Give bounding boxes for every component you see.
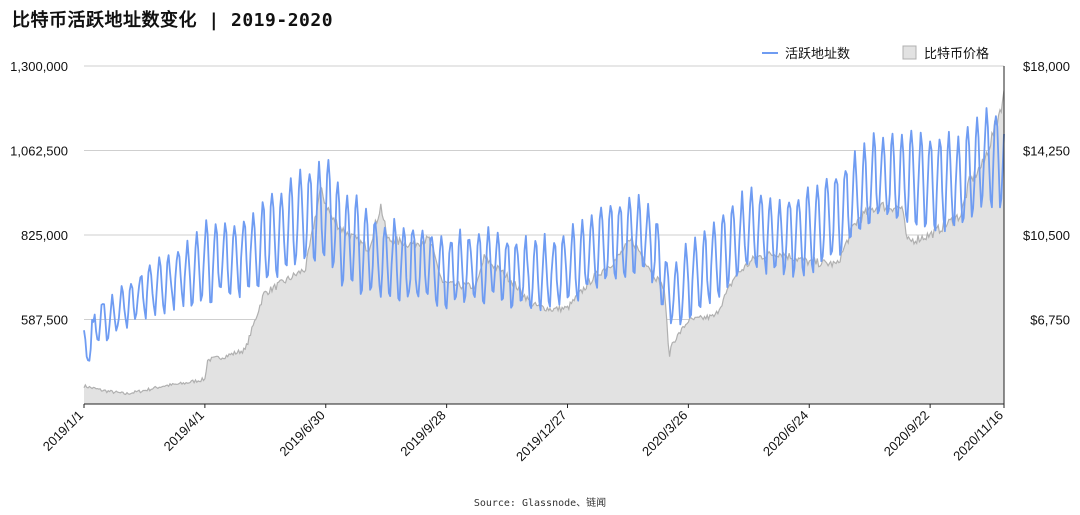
x-tick-label: 2019/4/1	[161, 408, 207, 454]
active-addresses-line	[83, 107, 1005, 362]
y-left-tick-label: 1,062,500	[10, 144, 68, 159]
y-right-tick-label: $6,750	[1030, 313, 1070, 328]
x-tick-label: 2020/3/26	[639, 408, 691, 460]
x-tick-label: 2019/12/27	[513, 408, 570, 465]
legend-price-swatch	[902, 45, 917, 60]
y-right-tick-label: $10,500	[1023, 228, 1070, 243]
x-tick-label: 2020/11/16	[950, 408, 1006, 464]
y-left-tick-label: 825,000	[21, 228, 68, 243]
x-tick-label: 2019/9/28	[397, 408, 449, 460]
y-left-tick-label: 587,500	[21, 313, 68, 328]
legend-active-label: 活跃地址数	[785, 46, 850, 61]
x-tick-label: 2019/6/30	[276, 408, 328, 460]
chart-title: 比特币活跃地址数变化 | 2019-2020	[12, 10, 334, 31]
y-left-tick-label: 1,300,000	[10, 59, 68, 74]
legend: 活跃地址数 比特币价格	[762, 45, 989, 61]
source-note: Source: Glassnode、链闻	[473, 498, 607, 509]
y-right-tick-label: $14,250	[1023, 144, 1070, 159]
x-tick-label: 2019/1/1	[40, 408, 86, 454]
active-addresses-path	[83, 107, 1005, 362]
price-area-fill	[84, 90, 1004, 404]
x-tick-label: 2020/9/22	[881, 408, 933, 460]
x-tick-label: 2020/6/24	[760, 408, 812, 460]
legend-price-label: 比特币价格	[924, 46, 989, 61]
y-right-tick-label: $18,000	[1023, 59, 1070, 74]
